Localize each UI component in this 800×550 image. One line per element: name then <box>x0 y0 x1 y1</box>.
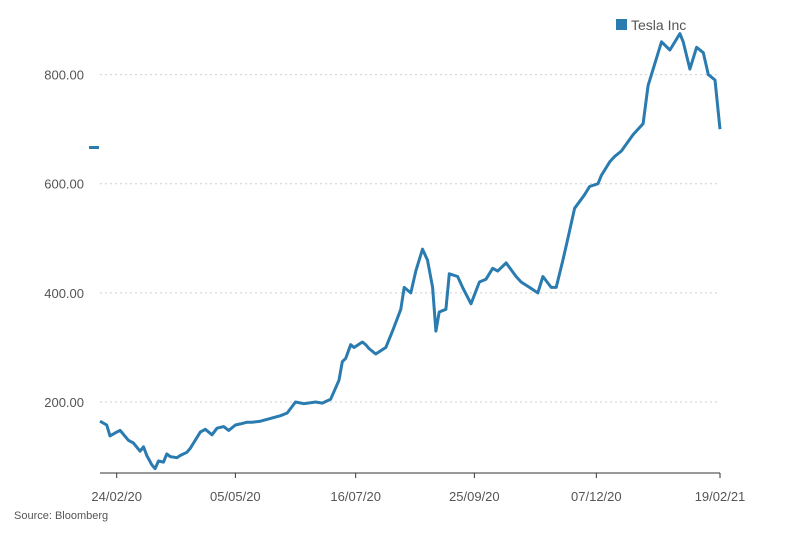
x-tick-label: 16/07/20 <box>330 489 381 504</box>
x-tick-label: 05/05/20 <box>210 489 261 504</box>
x-tick-label: 25/09/20 <box>449 489 500 504</box>
x-tick-label: 19/02/21 <box>695 489 746 504</box>
legend-label-tesla: Tesla Inc <box>631 17 686 33</box>
gridlines <box>100 74 720 403</box>
y-tick-label: 200.00 <box>44 395 84 410</box>
legend: Tesla Inc <box>616 17 686 33</box>
y-axis: 200.00 400.00 600.00 800.00 <box>44 68 84 410</box>
source-note: Source: Bloomberg <box>14 510 109 522</box>
x-tick-label: 07/12/20 <box>571 489 622 504</box>
x-tick-label: 24/02/20 <box>91 489 142 504</box>
y-tick-label: 600.00 <box>44 177 84 192</box>
legend-swatch <box>616 19 627 30</box>
series-line-tesla <box>99 32 722 471</box>
x-axis: 24/02/20 05/05/20 16/07/20 25/09/20 07/12/20… <box>91 473 745 504</box>
y-tick-label: 800.00 <box>44 68 84 83</box>
y-tick-label: 400.00 <box>44 286 84 301</box>
series-marker <box>89 146 99 149</box>
